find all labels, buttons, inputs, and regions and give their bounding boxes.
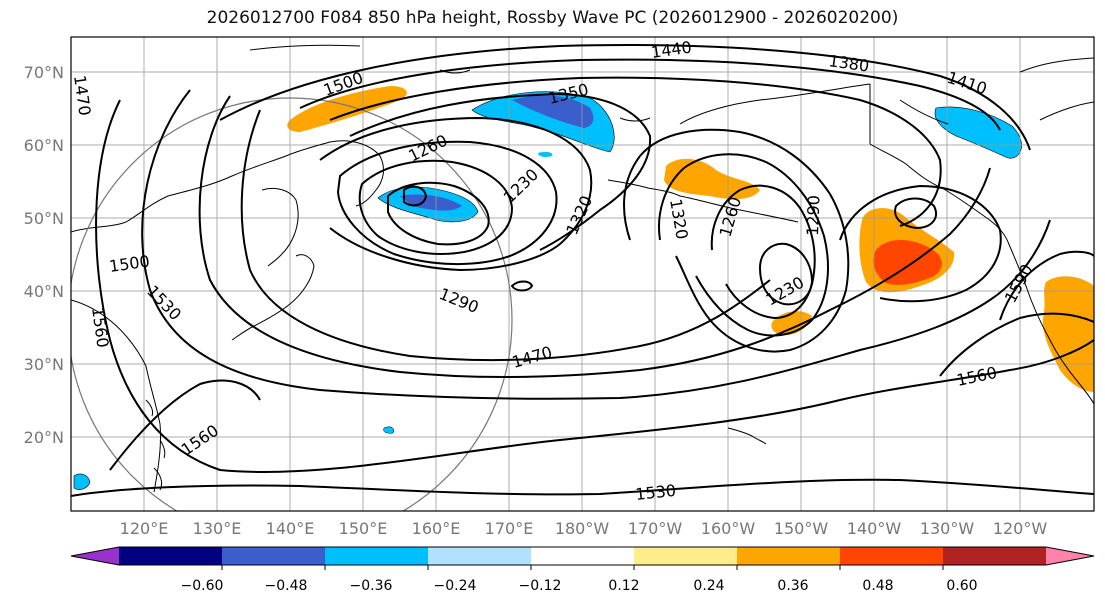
colorbar-segment — [325, 547, 429, 565]
lon-label: 160°W — [701, 519, 756, 538]
lon-label: 160°E — [412, 519, 461, 538]
colorbar-tick-label: −0.12 — [519, 578, 562, 594]
colorbar-segment — [222, 547, 326, 565]
latitude-labels: 70°N 60°N 50°N 40°N 30°N 20°N — [24, 63, 64, 447]
contour-label: 1470 — [70, 74, 94, 117]
shade-blue-small — [73, 473, 91, 490]
contour-1230 — [387, 181, 490, 246]
lat-label: 20°N — [24, 428, 64, 447]
contour-1290 — [336, 140, 558, 266]
contour-east-1560 — [939, 312, 1094, 377]
shade-red-gulf — [873, 240, 942, 285]
contour-1590 — [999, 250, 1094, 321]
colorbar-segment — [531, 547, 635, 565]
contour-1440 — [240, 109, 771, 362]
lon-label: 130°W — [920, 519, 975, 538]
coast-arctic — [249, 44, 949, 125]
colorbar-segment — [634, 547, 738, 565]
lon-label: 180°W — [555, 519, 610, 538]
lon-label: 170°E — [485, 519, 534, 538]
colorbar-segment — [428, 547, 532, 565]
contour-bering-1290 — [658, 153, 829, 337]
colorbar-tick-label: 0.36 — [777, 578, 808, 594]
colorbar-tick-label: −0.36 — [350, 578, 393, 594]
reference-circle — [71, 97, 513, 511]
lon-label: 150°W — [774, 519, 829, 538]
longitude-labels: 120°E 130°E 140°E 150°E 160°E 170°E 180°… — [120, 519, 1048, 538]
colorbar-segment — [737, 547, 841, 565]
contour-gulf-1500 — [839, 184, 1002, 303]
lon-label: 150°E — [339, 519, 388, 538]
contour-1410 — [299, 58, 1001, 131]
contour-1380 — [329, 76, 942, 227]
lat-label: 60°N — [24, 136, 64, 155]
contour-bering-1230 — [758, 242, 814, 306]
lat-label: 40°N — [24, 282, 64, 301]
contour-1530 — [71, 478, 1094, 497]
colorbar — [70, 546, 1095, 570]
contour-small-loop — [510, 280, 534, 292]
contour-label: 1290 — [803, 195, 823, 236]
colorbar-tick-label: 0.48 — [862, 578, 893, 594]
lon-label: 140°W — [847, 519, 902, 538]
coast-aleutians — [607, 179, 799, 223]
map-border — [70, 36, 1095, 512]
contour-gulf-loop — [894, 197, 937, 230]
shade-orange-california — [1042, 276, 1094, 392]
lon-label: 170°W — [628, 519, 683, 538]
contour-1260 — [358, 159, 514, 255]
coast-japan — [231, 254, 315, 341]
colorbar-tick-label: 0.12 — [608, 578, 639, 594]
colorbar-tick-label: 0.24 — [693, 578, 724, 594]
lon-label: 120°W — [993, 519, 1048, 538]
colorbar-tick-label: 0.60 — [946, 578, 977, 594]
contour-1320 — [319, 116, 593, 272]
lat-label: 50°N — [24, 209, 64, 228]
contour-1470 — [198, 95, 991, 379]
contour-1500 — [141, 89, 1051, 400]
contour-inner-loop — [403, 185, 428, 207]
shade-blue-speck-1 — [383, 426, 394, 434]
contour-outer-arc — [219, 44, 1031, 151]
shade-darkblue-north-pacific — [512, 95, 594, 128]
contour-west-1560 — [109, 379, 261, 471]
colorbar-segment — [840, 547, 944, 565]
colorbar-tick-label: −0.60 — [181, 578, 224, 594]
lon-label: 120°E — [120, 519, 169, 538]
colorbar-extend-high — [1046, 547, 1094, 565]
contour-bering-1320 — [623, 128, 850, 353]
coast-kamchatka — [329, 140, 384, 207]
colorbar-segment — [119, 547, 223, 565]
contour-1560 — [95, 99, 1094, 473]
colorbar-outline — [70, 546, 1095, 566]
coast-hawaii — [727, 427, 767, 445]
shaded-anomalies — [73, 86, 1094, 490]
contour-bering-1260 — [710, 184, 816, 320]
height-contours — [71, 44, 1094, 497]
colorbar-segment — [943, 547, 1047, 565]
shade-darkblue-kamchatka — [400, 194, 462, 211]
contour-label: 1530 — [634, 481, 676, 504]
lon-label: 140°E — [266, 519, 315, 538]
lat-label: 30°N — [24, 355, 64, 374]
lon-label: 130°E — [193, 519, 242, 538]
shade-blue-speck-2 — [538, 152, 553, 157]
shade-orange-bering — [664, 158, 760, 200]
lat-label: 70°N — [24, 63, 64, 82]
contour-1350 — [349, 92, 652, 251]
shade-orange-siberia — [287, 86, 407, 132]
colorbar-tick-labels: −0.60 −0.48 −0.36 −0.24 −0.12 0.12 0.24 … — [181, 578, 978, 594]
colorbar-extend-low — [71, 547, 119, 565]
colorbar-tick-label: −0.48 — [265, 578, 308, 594]
colorbar-tick-label: −0.24 — [434, 578, 477, 594]
map-title: 2026012700 F084 850 hPa height, Rossby W… — [206, 8, 899, 28]
